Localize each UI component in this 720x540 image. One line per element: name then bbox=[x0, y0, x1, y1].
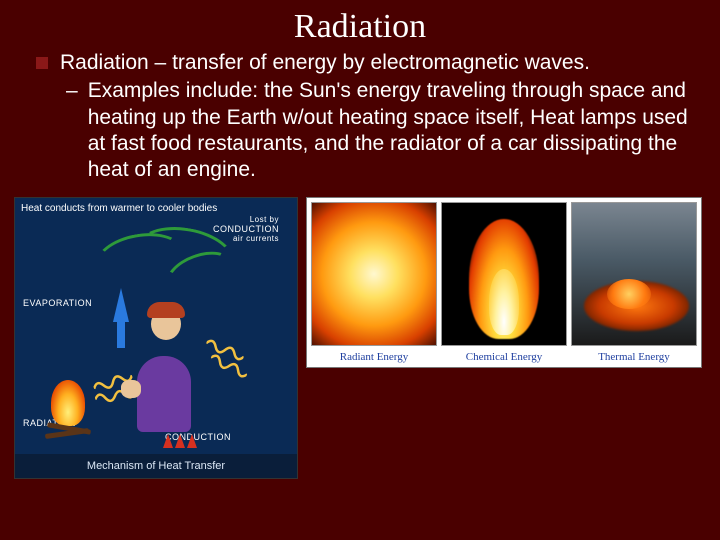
bullet-level-1: Radiation – transfer of energy by electr… bbox=[36, 50, 692, 76]
bullet-sub-text: Examples include: the Sun's energy trave… bbox=[88, 78, 692, 183]
conduction-arrows-icon bbox=[163, 434, 197, 448]
sun-image bbox=[311, 202, 437, 346]
bullet-main-text: Radiation – transfer of energy by electr… bbox=[60, 50, 590, 76]
panel-thermal: Thermal Energy bbox=[571, 202, 697, 363]
bullet-level-2: – Examples include: the Sun's energy tra… bbox=[36, 78, 692, 183]
campfire-icon bbox=[43, 368, 93, 438]
images-row: Heat conducts from warmer to cooler bodi… bbox=[0, 183, 720, 479]
square-bullet-icon bbox=[36, 57, 48, 69]
label-evaporation: EVAPORATION bbox=[23, 298, 92, 308]
caption-chemical: Chemical Energy bbox=[441, 346, 567, 363]
flame-image bbox=[441, 202, 567, 346]
content-area: Radiation – transfer of energy by electr… bbox=[0, 50, 720, 183]
diagram-footer: Mechanism of Heat Transfer bbox=[15, 454, 297, 478]
lava-image bbox=[571, 202, 697, 346]
energy-types-figure: Radiant Energy Chemical Energy Thermal E… bbox=[306, 197, 702, 368]
caption-thermal: Thermal Energy bbox=[571, 346, 697, 363]
panel-chemical: Chemical Energy bbox=[441, 202, 567, 363]
panel-radiant: Radiant Energy bbox=[311, 202, 437, 363]
dash-bullet-icon: – bbox=[66, 78, 78, 104]
slide-title: Radiation bbox=[0, 0, 720, 50]
heat-transfer-diagram: Heat conducts from warmer to cooler bodi… bbox=[14, 197, 298, 479]
person-figure bbox=[125, 302, 215, 432]
convection-swirls bbox=[85, 224, 255, 294]
caption-radiant: Radiant Energy bbox=[311, 346, 437, 363]
